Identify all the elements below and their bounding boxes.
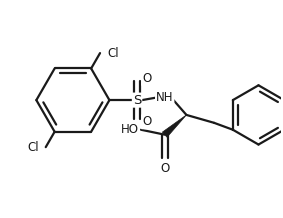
Polygon shape xyxy=(162,115,186,137)
Text: O: O xyxy=(160,162,169,175)
Text: O: O xyxy=(142,115,151,128)
Text: S: S xyxy=(133,94,141,107)
Text: NH: NH xyxy=(156,91,173,104)
Text: Cl: Cl xyxy=(107,47,119,60)
Text: Cl: Cl xyxy=(27,141,39,154)
Text: HO: HO xyxy=(121,123,139,136)
Text: O: O xyxy=(142,72,151,85)
